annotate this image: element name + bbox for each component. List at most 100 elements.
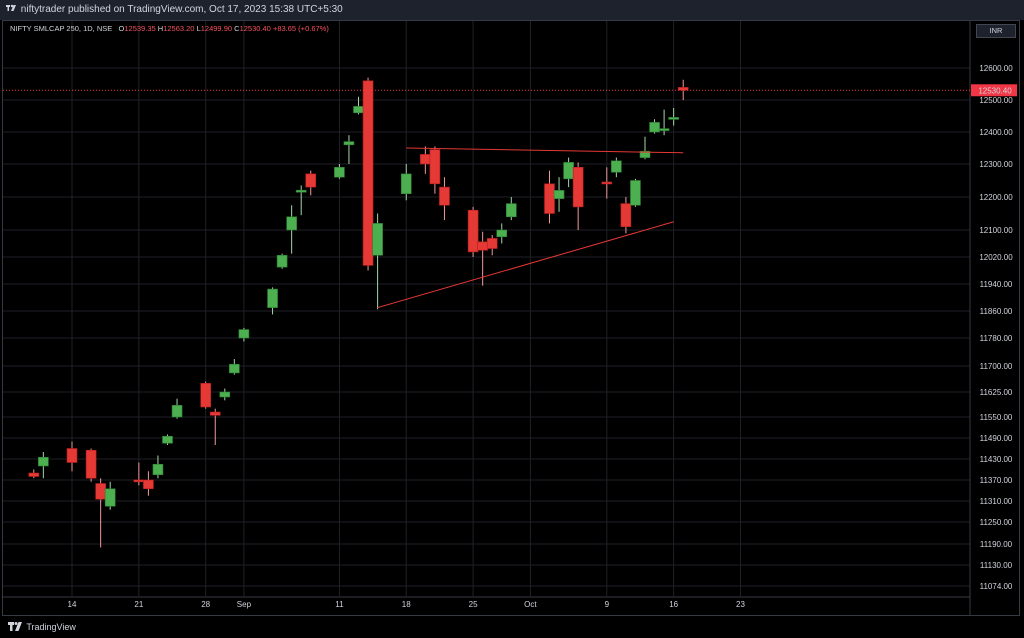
legend-low-value: 12499.90 <box>200 24 233 33</box>
candle-body <box>477 241 488 251</box>
y-tick-label: 12200.00 <box>979 193 1013 202</box>
candle <box>209 408 221 445</box>
candle-body <box>668 117 679 120</box>
candle-body <box>572 167 584 208</box>
x-tick-label: 25 <box>469 600 478 609</box>
candle <box>334 164 345 179</box>
x-tick-label: 14 <box>68 600 77 609</box>
candle <box>295 185 307 216</box>
legend-close-label: C <box>234 24 240 33</box>
candle-body <box>133 479 145 483</box>
candle-body <box>305 173 317 188</box>
candle <box>505 197 517 221</box>
footer-brand: TradingView <box>0 616 1024 638</box>
candle-body <box>334 167 345 178</box>
symbol-legend: NIFTY SMLCAP 250, 1D, NSE O12539.35 H125… <box>10 23 329 34</box>
y-tick-label: 11370.00 <box>980 476 1013 485</box>
candle <box>420 146 431 174</box>
candle-body <box>649 122 660 133</box>
candle-body <box>677 87 689 91</box>
candle-body <box>343 141 355 146</box>
x-tick-label: 21 <box>134 600 143 609</box>
candle-body <box>400 173 412 194</box>
candle-body <box>66 448 78 463</box>
candle-body <box>611 160 622 173</box>
candle <box>353 96 364 115</box>
tradingview-logo-icon <box>6 4 16 11</box>
candle <box>563 157 574 188</box>
candle <box>38 452 49 479</box>
candle-body <box>601 181 613 185</box>
y-tick-label: 11940.00 <box>980 280 1013 289</box>
candle-body <box>429 149 441 185</box>
x-tick-label: 16 <box>669 600 678 609</box>
candle-body <box>295 189 307 193</box>
candle <box>85 448 97 482</box>
candle <box>238 327 250 342</box>
candle-body <box>286 216 297 231</box>
candle-body <box>267 288 278 308</box>
candle <box>133 462 145 486</box>
candle-body <box>28 472 40 477</box>
candle <box>439 177 450 221</box>
y-tick-label: 12500.00 <box>979 96 1013 105</box>
candle <box>649 119 660 134</box>
candle-body <box>152 463 164 476</box>
candle-body <box>544 183 555 214</box>
candle-body <box>496 229 508 238</box>
candle <box>267 287 278 315</box>
candle-body <box>95 483 106 500</box>
trendline <box>406 147 684 154</box>
legend-low-label: L <box>196 24 201 33</box>
published-header: niftytrader published on TradingView.com… <box>0 0 1024 20</box>
candle-body <box>200 383 211 408</box>
candle <box>152 455 164 479</box>
candle-body <box>162 435 173 444</box>
chart-frame <box>2 20 1020 616</box>
candle <box>219 388 231 401</box>
y-tick-label: 12300.00 <box>979 160 1013 169</box>
y-tick-label: 12020.00 <box>979 253 1013 262</box>
currency-button[interactable]: INR <box>976 24 1016 38</box>
last-price-label-bg <box>971 84 1017 97</box>
x-tick-label: 18 <box>402 600 411 609</box>
candle-body <box>209 411 221 416</box>
candle <box>143 471 154 496</box>
candle <box>658 109 670 136</box>
candle <box>286 205 297 254</box>
candle-body <box>658 128 670 131</box>
candle-body <box>563 162 574 180</box>
footer-brand-text: TradingView <box>26 622 76 632</box>
candle <box>171 398 183 419</box>
candle <box>104 481 116 510</box>
candle-body <box>486 238 498 249</box>
legend-symbol: NIFTY SMLCAP 250, 1D, NSE <box>10 24 113 33</box>
y-tick-label: 12600.00 <box>979 64 1013 73</box>
candle <box>553 177 565 212</box>
candle <box>486 235 498 256</box>
candle-body <box>372 223 383 256</box>
candle <box>162 434 173 445</box>
y-tick-label: 12100.00 <box>979 226 1013 235</box>
y-tick-label: 11780.00 <box>980 334 1013 343</box>
candlestick-chart[interactable]: 12600.00 12500.00 12400.00 12300.00 12200.00… <box>0 0 1024 616</box>
x-tick-label: Oct <box>524 600 537 609</box>
candle <box>362 77 374 271</box>
y-tick-label: 11490.00 <box>980 434 1013 443</box>
x-tick-label: 28 <box>201 600 210 609</box>
candle-body <box>219 391 231 398</box>
legend-high-value: 12563.20 <box>163 24 195 33</box>
candle-body <box>467 209 479 253</box>
trendline <box>377 221 674 309</box>
candle <box>229 359 240 375</box>
candle-body <box>505 203 517 218</box>
candle-body <box>362 80 374 266</box>
legend-open-value: 12539.35 <box>124 24 156 33</box>
candle-body <box>630 180 641 206</box>
candle <box>95 478 106 548</box>
candle <box>496 223 508 244</box>
candle <box>668 108 679 126</box>
candle <box>66 441 78 472</box>
candle-body <box>229 363 240 374</box>
candle <box>639 136 651 160</box>
